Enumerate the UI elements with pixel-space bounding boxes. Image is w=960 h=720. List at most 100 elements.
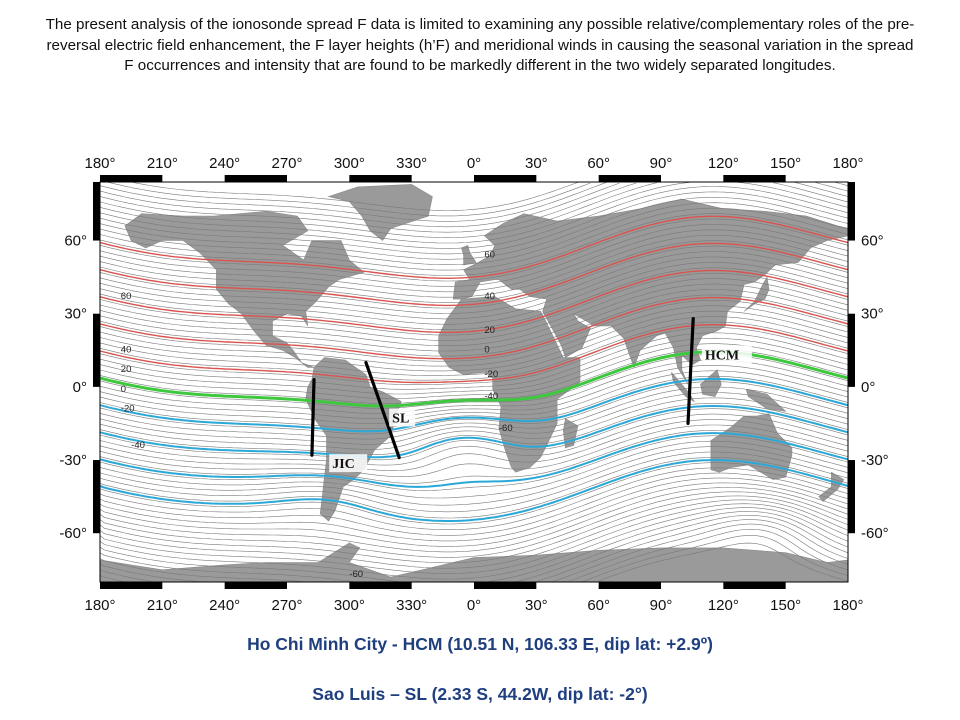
station-label-bg-sl	[389, 408, 416, 427]
minor-contour	[99, 181, 849, 228]
map-svg: 60 40 20 0 -20 -40 60 40 20 0 -20 -40 -60 -60 JIC SL HC…	[59, 155, 889, 610]
station-label-jic: JIC	[332, 457, 355, 472]
minor-contour	[99, 197, 849, 260]
lon-tick-bottom: 120°	[708, 597, 739, 610]
contour-labels: 60 40 20 0 -20 -40 60 40 20 0 -20 -40 -60 -60	[121, 250, 513, 580]
contour-pos-100	[99, 215, 849, 279]
minor-contour	[99, 499, 849, 569]
contour-label: 60	[121, 291, 132, 302]
minor-contour	[99, 251, 849, 314]
lon-tick-top: 210°	[147, 155, 178, 172]
minor-contour	[99, 424, 849, 477]
minor-contour	[99, 310, 849, 372]
frame-top-segment	[723, 175, 786, 182]
station-label-bg-jic	[329, 454, 368, 473]
minor-contour	[99, 327, 849, 385]
minor-contour	[99, 375, 849, 430]
minor-contour	[99, 365, 849, 419]
lon-tick-bottom: 180°	[832, 597, 863, 610]
minor-contour	[99, 487, 849, 553]
minor-contour	[99, 181, 849, 244]
minor-contour	[99, 477, 849, 542]
lat-tick-right: -30°	[861, 452, 889, 469]
lon-tick-top: 180°	[84, 155, 115, 172]
frame-left-segment	[93, 313, 100, 387]
land-antarctica	[99, 542, 849, 583]
contour-neg-40	[99, 405, 849, 459]
frame-bottom-segment	[349, 582, 412, 589]
magnetic-field-map: 60 40 20 0 -20 -40 60 40 20 0 -20 -40 -60 -60 JIC SL HC…	[40, 140, 920, 610]
minor-contour	[99, 229, 849, 293]
frame-right-segment	[848, 313, 855, 387]
lon-tick-bottom: 330°	[396, 597, 427, 610]
lat-tick-left: 0°	[73, 379, 87, 396]
lat-tick-right: -60°	[861, 525, 889, 542]
minor-contour	[99, 392, 849, 445]
lon-tick-bottom: 270°	[271, 597, 302, 610]
minor-contour	[99, 240, 849, 303]
frame-bottom-segment	[224, 582, 287, 589]
station-line-sl	[364, 360, 401, 460]
minor-contour	[99, 191, 849, 255]
minor-contour	[99, 256, 849, 320]
minor-contour	[99, 457, 849, 519]
land-north-america	[124, 210, 365, 368]
lon-tick-bottom: 30°	[525, 597, 548, 610]
contour-label: 0	[121, 384, 126, 395]
minor-contour	[99, 482, 849, 547]
lon-tick-bottom: 180°	[84, 597, 115, 610]
minor-contour	[99, 472, 849, 536]
minor-contour	[99, 511, 849, 583]
intro-paragraph: The present analysis of the ionosonde sp…	[45, 16, 915, 74]
lon-tick-top: 60°	[587, 155, 610, 172]
minor-contour	[99, 235, 849, 298]
minor-contour	[99, 245, 849, 309]
lon-tick-bottom: 300°	[334, 597, 365, 610]
lat-tick-right: 0°	[861, 379, 875, 396]
land-greenland	[327, 184, 433, 241]
minor-contour	[99, 370, 849, 424]
land-new-zealand	[818, 471, 845, 502]
minor-contour	[99, 337, 849, 395]
frame-top-segment	[349, 175, 412, 182]
contour-label: -60	[499, 423, 513, 434]
contour-pos-40	[99, 296, 849, 360]
frame-bottom-segment	[474, 582, 537, 589]
minor-contour	[99, 218, 849, 282]
lon-tick-top: 270°	[271, 155, 302, 172]
minor-contour	[99, 462, 849, 525]
lat-tick-left: -60°	[59, 525, 87, 542]
minor-contour	[99, 283, 849, 346]
minor-contour	[99, 182, 849, 238]
minor-contour	[99, 451, 849, 513]
minor-contour	[99, 467, 849, 530]
lon-tick-top: 120°	[708, 155, 739, 172]
lon-tick-bottom: 0°	[467, 597, 481, 610]
station-line-jic	[310, 377, 316, 457]
minor-contour	[99, 332, 849, 390]
lat-tick-right: 60°	[861, 233, 884, 250]
minor-contour	[108, 182, 591, 217]
contour-neg-80	[99, 458, 849, 522]
minor-contour	[99, 495, 849, 564]
minor-contour	[99, 413, 849, 466]
minor-contour	[598, 542, 849, 582]
minor-contour	[99, 523, 849, 583]
minor-contour	[99, 262, 849, 325]
minor-contour	[99, 515, 849, 583]
lon-tick-bottom: 150°	[770, 597, 801, 610]
land-britain	[461, 244, 477, 266]
minor-contour	[99, 321, 849, 381]
minor-contour	[99, 213, 849, 276]
contour-label: -60	[349, 569, 363, 580]
lon-tick-bottom: 240°	[209, 597, 240, 610]
lon-tick-top: 300°	[334, 155, 365, 172]
station-markers: JIC SL HCM	[310, 316, 752, 473]
lon-tick-top: 330°	[396, 155, 427, 172]
station-hcm-info: Ho Chi Minh City - HCM (10.51 N, 106.33 …	[247, 634, 713, 654]
minor-contour	[99, 446, 849, 506]
minor-contour	[99, 381, 849, 435]
frame-left-segment	[93, 182, 100, 241]
minor-contour	[99, 181, 849, 233]
contour-label: -40	[484, 391, 498, 402]
